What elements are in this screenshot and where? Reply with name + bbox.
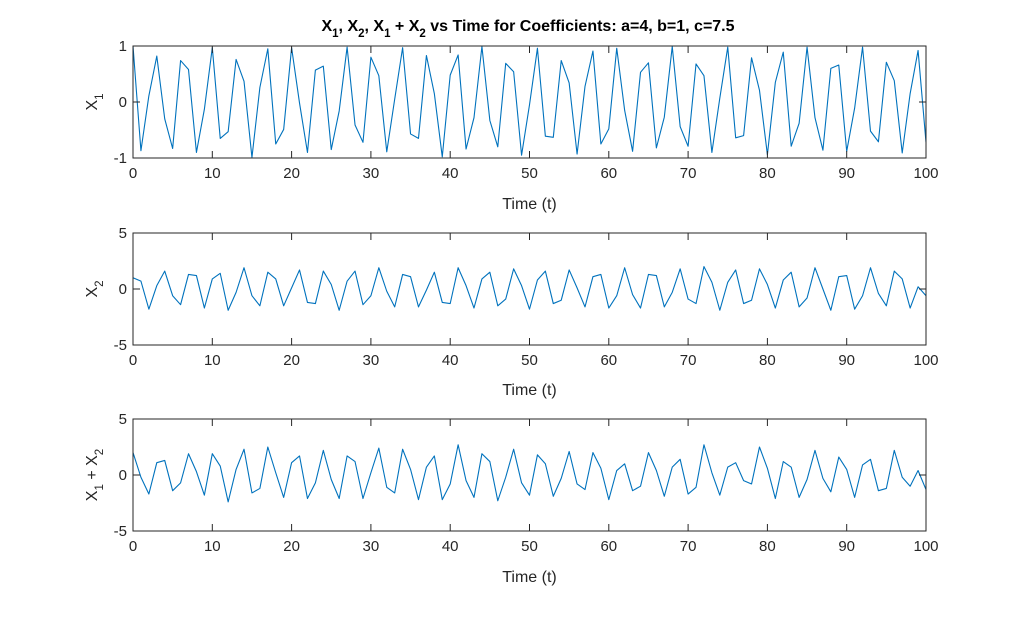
y-tick-label: 0 <box>119 281 127 298</box>
x-axis-label: Time (t) <box>502 569 557 586</box>
x-tick-label: 90 <box>838 352 855 369</box>
x-tick-label: 50 <box>521 538 538 555</box>
series-line-x1-plus-x2 <box>133 444 926 503</box>
y-tick-label: -5 <box>114 337 127 354</box>
x-tick-label: 50 <box>521 165 538 182</box>
x-tick-label: 100 <box>913 352 938 369</box>
y-axis-label: X2 <box>84 280 106 297</box>
x-tick-label: 50 <box>521 352 538 369</box>
x-tick-label: 30 <box>363 165 380 182</box>
x-tick-label: 30 <box>363 538 380 555</box>
series-line-x1 <box>133 46 926 158</box>
x-tick-label: 100 <box>913 538 938 555</box>
x-tick-label: 70 <box>680 352 697 369</box>
x-tick-label: 0 <box>129 538 137 555</box>
y-tick-label: -5 <box>114 523 127 540</box>
y-axis-label: X1 + X2 <box>84 449 106 501</box>
x-tick-label: 60 <box>600 165 617 182</box>
plot-area <box>133 233 926 345</box>
y-tick-label: 0 <box>119 94 127 111</box>
x-tick-label: 0 <box>129 352 137 369</box>
x-tick-label: 20 <box>283 165 300 182</box>
x-tick-label: 100 <box>913 165 938 182</box>
x-tick-label: 80 <box>759 165 776 182</box>
x-tick-label: 10 <box>204 165 221 182</box>
x-tick-label: 40 <box>442 165 459 182</box>
y-tick-label: 5 <box>119 225 127 242</box>
x-tick-label: 90 <box>838 165 855 182</box>
x-tick-label: 80 <box>759 352 776 369</box>
series-line-x2 <box>133 266 926 311</box>
y-tick-label: 0 <box>119 467 127 484</box>
x-tick-label: 80 <box>759 538 776 555</box>
figure-title: X1, X2, X1 + X2 vs Time for Coefficients… <box>321 18 734 40</box>
x-tick-label: 20 <box>283 352 300 369</box>
x-tick-label: 60 <box>600 538 617 555</box>
x-axis-label: Time (t) <box>502 196 557 213</box>
x-axis-label: Time (t) <box>502 382 557 399</box>
y-tick-label: -1 <box>114 150 127 167</box>
x-tick-label: 0 <box>129 165 137 182</box>
y-tick-label: 5 <box>119 411 127 428</box>
y-axis-label: X1 <box>84 93 106 110</box>
x-tick-label: 20 <box>283 538 300 555</box>
x-tick-label: 70 <box>680 538 697 555</box>
x-tick-label: 10 <box>204 352 221 369</box>
x-tick-label: 90 <box>838 538 855 555</box>
x-tick-label: 70 <box>680 165 697 182</box>
x-tick-label: 60 <box>600 352 617 369</box>
plot-area <box>133 419 926 531</box>
x-tick-label: 30 <box>363 352 380 369</box>
y-tick-label: 1 <box>119 38 127 55</box>
x-tick-label: 40 <box>442 538 459 555</box>
x-tick-label: 40 <box>442 352 459 369</box>
x-tick-label: 10 <box>204 538 221 555</box>
